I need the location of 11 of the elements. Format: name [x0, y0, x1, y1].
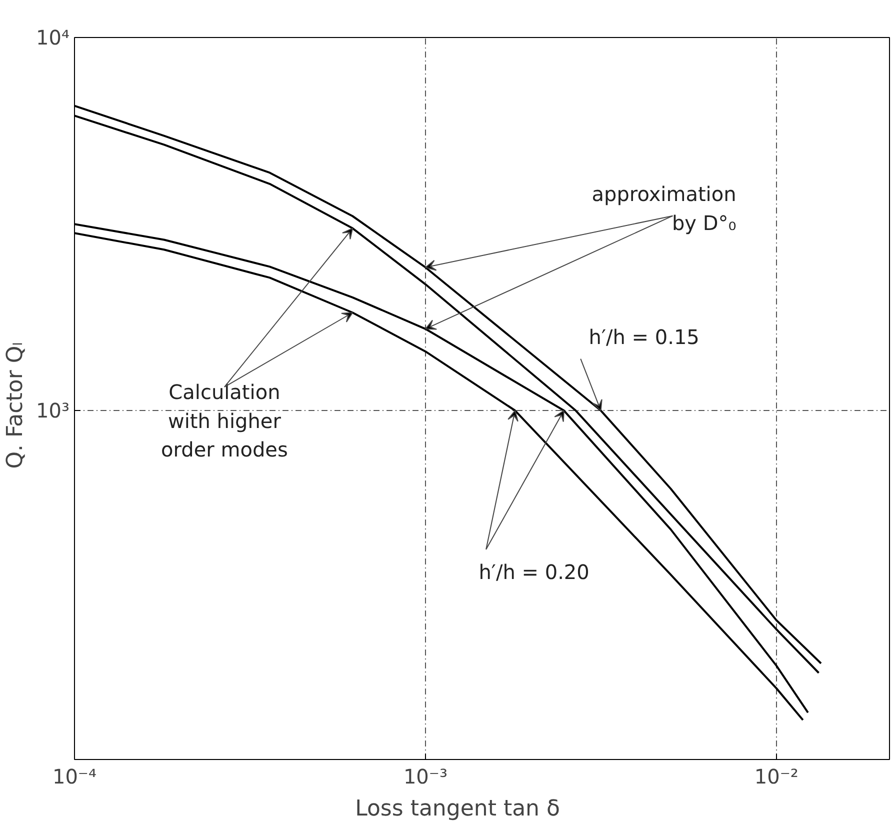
x-axis-title: Loss tangent tan δ — [355, 796, 560, 822]
annotation: Calculation with higher order modes — [161, 380, 288, 462]
annotation: approximation by D°₀ — [592, 182, 736, 236]
x-tick-label: 10⁻² — [754, 764, 798, 788]
y-tick-label: 10⁴ — [36, 26, 70, 50]
annotation: h′/h = 0.15 — [588, 325, 700, 350]
annotation: h′/h = 0.20 — [478, 560, 590, 584]
y-axis-title: Q. Factor Qₗ — [3, 342, 28, 469]
x-tick-label: 10⁻⁴ — [52, 764, 97, 788]
x-tick-label: 10⁻³ — [403, 764, 448, 788]
y-tick-label: 10³ — [36, 398, 70, 423]
